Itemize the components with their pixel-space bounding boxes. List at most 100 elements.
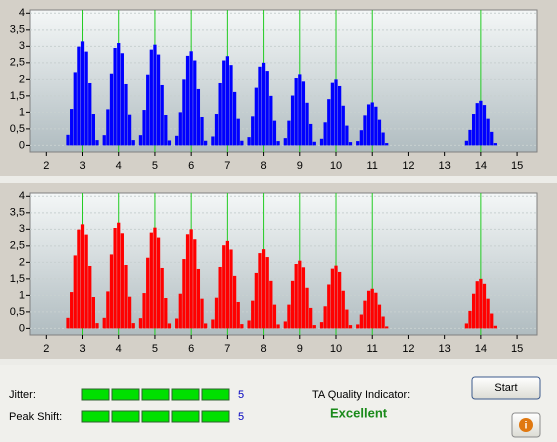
- button-frame[interactable]: [471, 376, 541, 400]
- bar: [146, 74, 150, 146]
- x-tick-label: 14: [475, 160, 487, 172]
- bar: [127, 296, 132, 329]
- bar: [254, 87, 258, 146]
- bar: [348, 142, 353, 146]
- bar: [330, 82, 335, 146]
- x-tick-label: 8: [261, 160, 267, 172]
- bar: [149, 232, 153, 329]
- x-tick-label: 13: [439, 160, 451, 172]
- bar: [185, 234, 190, 329]
- bar: [490, 313, 494, 329]
- bar: [236, 118, 240, 146]
- x-tick-label: 9: [297, 343, 303, 355]
- bar: [345, 309, 349, 329]
- bar: [127, 114, 132, 146]
- bar: [109, 73, 114, 146]
- bar: [117, 43, 121, 146]
- y-tick-label: 4: [19, 7, 25, 19]
- bar: [475, 281, 479, 329]
- bar: [185, 55, 190, 146]
- bar: [178, 112, 182, 146]
- bar: [345, 125, 349, 146]
- bar: [475, 103, 479, 146]
- bar: [66, 134, 70, 146]
- button-label[interactable]: Start: [494, 382, 517, 394]
- x-tick-label: 12: [402, 343, 414, 355]
- jitter-value: 5: [238, 389, 244, 401]
- bar: [138, 318, 143, 329]
- bar: [381, 316, 385, 329]
- bar: [95, 140, 99, 146]
- bar: [91, 297, 96, 329]
- bar: [272, 304, 277, 329]
- bar: [294, 78, 298, 146]
- bar: [175, 318, 179, 329]
- bar: [471, 114, 476, 146]
- bar: [73, 72, 77, 146]
- bar: [363, 300, 367, 329]
- meter-segment: [201, 410, 230, 423]
- info-icon: [519, 418, 533, 432]
- bar: [149, 49, 153, 146]
- bar: [189, 229, 193, 329]
- x-tick-label: 6: [188, 160, 194, 172]
- meter-segment: [171, 388, 200, 401]
- bar: [312, 141, 316, 146]
- bar: [196, 88, 201, 146]
- bar: [482, 283, 487, 329]
- bar: [218, 266, 222, 329]
- bar: [182, 79, 186, 146]
- y-tick-label: 1,5: [10, 273, 25, 285]
- bar: [305, 102, 309, 146]
- info-button[interactable]: i: [511, 412, 541, 438]
- bar: [146, 257, 150, 329]
- bar: [106, 291, 110, 329]
- bar: [323, 306, 327, 329]
- bar: [377, 304, 382, 329]
- bar: [294, 264, 298, 329]
- bar: [193, 60, 197, 146]
- x-tick-label: 9: [297, 160, 303, 172]
- bar: [272, 120, 277, 146]
- bar: [301, 267, 306, 329]
- bar: [229, 65, 233, 146]
- bar: [196, 268, 201, 329]
- bar: [229, 249, 233, 329]
- bar: [287, 120, 291, 146]
- bar: [182, 259, 186, 329]
- bar: [178, 293, 182, 329]
- bar: [80, 224, 85, 329]
- bar: [138, 135, 143, 146]
- bar: [70, 292, 74, 329]
- bar: [164, 298, 168, 329]
- bar: [464, 140, 469, 146]
- bar: [471, 293, 476, 329]
- peak-shift-label: Peak Shift:: [9, 411, 62, 423]
- bar: [338, 85, 342, 146]
- bar: [70, 109, 74, 146]
- bar: [225, 56, 229, 146]
- bar: [327, 99, 331, 146]
- bar: [468, 310, 472, 329]
- bar: [298, 260, 302, 329]
- bar: [356, 324, 360, 329]
- bar: [204, 323, 208, 329]
- bar: [204, 140, 208, 146]
- x-tick-label: 5: [152, 160, 158, 172]
- bar: [232, 275, 237, 329]
- bar: [240, 324, 244, 329]
- bar: [359, 130, 363, 146]
- x-tick-label: 15: [511, 160, 523, 172]
- bar: [102, 317, 106, 329]
- bar: [88, 265, 92, 329]
- bar: [200, 116, 204, 146]
- bar: [298, 74, 302, 146]
- start-button[interactable]: Start: [471, 376, 541, 400]
- bar: [211, 136, 215, 146]
- bar: [341, 290, 345, 329]
- x-tick-label: 10: [330, 343, 342, 355]
- bar: [287, 304, 291, 329]
- meter-segment: [81, 388, 110, 401]
- x-tick-label: 6: [188, 343, 194, 355]
- bar: [377, 119, 382, 146]
